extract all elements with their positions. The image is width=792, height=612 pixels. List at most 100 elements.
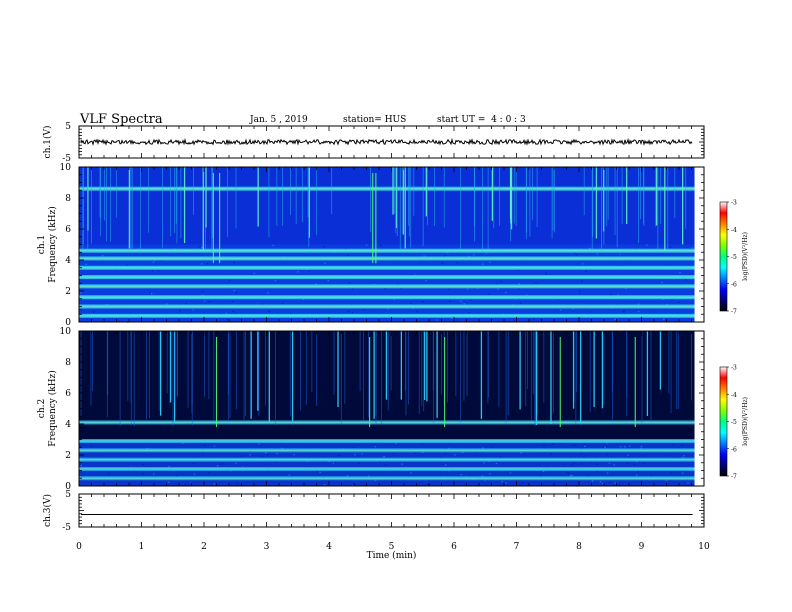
spectrogram-texture (572, 308, 574, 310)
spectrogram-texture (605, 446, 608, 448)
spectrogram-texture (213, 483, 216, 485)
spectrogram-texture (460, 474, 462, 476)
spectrogram-texture (265, 452, 267, 454)
spectrogram-texture (496, 283, 499, 285)
spectrogram-texture (231, 300, 234, 303)
spectrogram-texture (481, 263, 484, 265)
y-tick-label: -5 (62, 523, 71, 533)
spectrogram-texture (334, 462, 336, 464)
spectrogram-texture (601, 482, 604, 485)
colorbar-tick-label: -5 (731, 419, 737, 426)
spectrogram-texture (557, 298, 560, 301)
spectrogram-texture (509, 472, 512, 474)
spectrogram-texture (444, 453, 447, 455)
spectrogram-texture (623, 310, 626, 312)
spectrogram-texture (463, 301, 465, 303)
spectrogram-texture (363, 309, 366, 311)
spectrogram-texture (234, 312, 237, 315)
spectrogram-texture (552, 442, 554, 445)
ch1-spectrogram (79, 167, 704, 323)
spectrogram-texture (576, 254, 578, 256)
spectrogram-texture (425, 280, 427, 282)
spectrogram-texture (414, 452, 416, 454)
y-tick-label: 6 (65, 389, 71, 399)
spectrogram-texture (518, 288, 520, 290)
spectrogram-texture (150, 293, 153, 295)
spectrogram-texture (610, 456, 613, 459)
spectrogram-texture (101, 255, 104, 257)
spectrogram-texture (208, 301, 211, 303)
spectrogram-texture (216, 260, 218, 262)
spectrogram-texture (440, 456, 442, 459)
spectrogram-texture (316, 471, 319, 473)
station-label: station= HUS (343, 115, 407, 125)
spectrogram-texture (466, 288, 469, 290)
spectrogram-texture (181, 442, 184, 445)
spectrogram-texture (578, 293, 581, 295)
spectrogram-texture (627, 454, 629, 456)
spectrogram-texture (441, 262, 444, 264)
spectrogram-texture (142, 473, 144, 475)
spectrogram-texture (225, 318, 228, 321)
spectrogram-texture (233, 261, 235, 263)
y-tick-label: 8 (65, 194, 71, 204)
spectrogram-texture (192, 462, 195, 465)
x-tick-label: 1 (139, 542, 145, 552)
spectrogram-texture (645, 244, 648, 246)
spectrogram-texture (253, 272, 256, 274)
spectrogram-texture (519, 302, 522, 304)
spectrogram-texture (619, 446, 622, 448)
spectrogram-texture (261, 455, 263, 457)
spectrogram-texture (459, 300, 462, 302)
spectrogram-band-core (79, 458, 695, 461)
spectrogram-texture (533, 318, 535, 320)
spectrogram-texture (580, 453, 583, 455)
spectrogram-texture (685, 279, 687, 281)
spectrogram-texture (266, 471, 268, 473)
spectrogram-texture (225, 312, 228, 315)
spectrogram-texture (462, 451, 464, 453)
spectrogram-texture (168, 481, 170, 483)
spectrogram-texture (574, 252, 576, 254)
spectrogram-texture (236, 482, 239, 484)
spectrogram-texture (682, 456, 684, 459)
spectrogram-band-core (79, 305, 695, 308)
spectrogram-texture (563, 465, 566, 468)
spectrogram-texture (517, 269, 519, 271)
spectrogram-texture (542, 470, 545, 473)
spectrogram-texture (138, 483, 141, 485)
spectrogram-texture (281, 302, 284, 304)
spectrogram-texture (669, 246, 671, 248)
spectrogram-texture (573, 444, 576, 446)
spectrogram-texture (505, 482, 507, 484)
spectrogram-texture (165, 303, 168, 305)
spectrogram-texture (483, 462, 486, 464)
spectrogram-texture (324, 262, 326, 264)
colorbar-tick-label: -6 (731, 446, 737, 453)
x-axis-label: Time (min) (367, 550, 417, 561)
spectrogram-texture (456, 261, 459, 264)
spectrogram-texture (383, 288, 386, 290)
ch2-spectrogram (79, 331, 704, 487)
colorbar-label: log(PSD)(V²/Hz) (742, 397, 749, 446)
spectrogram-texture (149, 292, 151, 294)
spectrogram-texture (410, 302, 412, 304)
spectrogram-texture (666, 303, 668, 305)
spectrogram-band-core (79, 250, 695, 252)
spectrogram-texture (669, 480, 672, 482)
spectrogram-texture (599, 481, 602, 483)
spectrogram-texture (687, 482, 689, 484)
spectrogram-texture (488, 293, 490, 295)
spectrogram-texture (368, 475, 370, 477)
spectrogram-texture (213, 445, 216, 447)
spectrogram-texture (583, 456, 586, 459)
spectrogram-texture (102, 320, 105, 322)
spectrogram-texture (392, 452, 395, 455)
spectrogram-texture (587, 474, 589, 477)
spectrogram-texture (338, 454, 341, 456)
spectrogram-band-core (79, 296, 695, 298)
spectrogram-texture (384, 464, 387, 466)
spectrogram-band-core (79, 315, 695, 317)
spectrogram-texture (290, 312, 292, 315)
